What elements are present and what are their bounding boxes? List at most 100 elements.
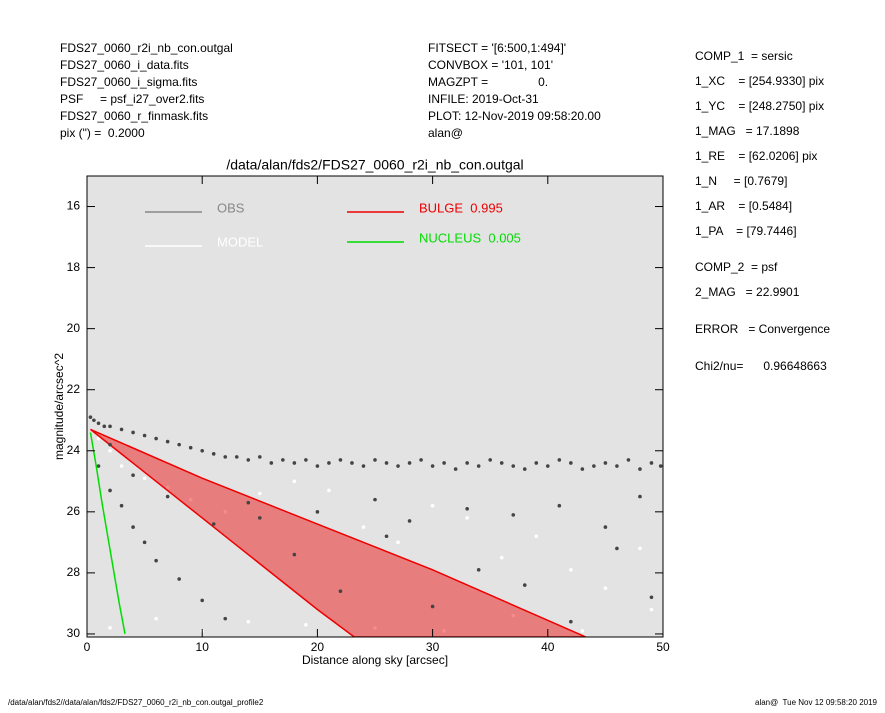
footer-left: /data/alan/fds2//data/alan/fds2/FDS27_00… (8, 698, 264, 707)
y-tick-label: 24 (67, 443, 81, 457)
data-point (569, 568, 573, 572)
data-point (384, 461, 389, 465)
data-point (223, 455, 228, 459)
data-point (373, 626, 377, 630)
data-point (200, 448, 204, 453)
data-point (119, 464, 124, 468)
data-point (327, 461, 331, 465)
data-point (211, 452, 216, 456)
header-line: FITSECT = '[6:500,1:494]' (428, 41, 566, 55)
data-point (430, 503, 435, 508)
data-point (292, 461, 297, 465)
header-line: FDS27_0060_r2i_nb_con.outgal (60, 41, 233, 55)
data-point (338, 458, 343, 462)
data-point (315, 464, 320, 468)
data-point (96, 421, 101, 426)
data-point (108, 448, 112, 453)
data-point (338, 589, 343, 594)
chart-title: /data/alan/fds2/FDS27_0060_r2i_nb_con.ou… (226, 157, 523, 173)
data-point (407, 519, 412, 523)
data-point (361, 525, 366, 529)
data-point (384, 534, 389, 539)
fit-parameter: 1_RE = [62.0206] pix (695, 149, 817, 163)
data-point (154, 558, 158, 563)
data-point (92, 418, 96, 423)
data-point (131, 525, 135, 529)
data-point (396, 464, 400, 468)
data-point (292, 552, 297, 557)
y-tick-label: 28 (67, 565, 81, 579)
data-point (603, 461, 608, 465)
data-point (88, 415, 93, 419)
data-point (419, 458, 423, 462)
data-point (476, 568, 481, 572)
data-point (499, 461, 504, 465)
fit-parameter: 2_MAG = 22.9901 (695, 285, 800, 299)
data-point (465, 506, 469, 511)
data-point (154, 436, 158, 441)
data-point (119, 503, 124, 508)
header-line: PSF = psf_i27_over2.fits (60, 92, 204, 106)
data-point (430, 464, 435, 468)
fit-parameter: 1_AR = [0.5484] (695, 199, 792, 213)
data-point (142, 476, 147, 481)
data-point (96, 436, 101, 441)
header-line: FDS27_0060_r_finmask.fits (60, 109, 208, 123)
data-point (522, 467, 527, 471)
data-point (108, 424, 112, 429)
x-axis-label: Distance along sky [arcsec] (302, 653, 448, 667)
y-tick-label: 26 (67, 504, 81, 518)
data-point (154, 616, 158, 621)
legend-label: OBS (217, 200, 245, 215)
data-point (315, 510, 320, 514)
x-tick-label: 30 (426, 640, 440, 654)
data-point (304, 458, 308, 462)
data-point (522, 583, 527, 587)
data-point (658, 464, 663, 468)
data-point (304, 622, 308, 627)
data-point (258, 516, 262, 520)
header-line: MAGZPT = 0. (428, 75, 548, 89)
data-point (569, 619, 573, 624)
data-point (131, 430, 135, 435)
data-point (546, 464, 550, 468)
data-point (626, 458, 631, 462)
header-line: CONVBOX = '101, 101' (428, 58, 553, 72)
data-point (350, 461, 354, 465)
data-point (165, 494, 170, 499)
data-point (108, 626, 112, 630)
legend-label: MODEL (217, 234, 263, 249)
data-point (246, 619, 251, 624)
data-point (327, 488, 331, 493)
data-point (246, 500, 251, 505)
data-point (96, 464, 101, 468)
data-point (649, 595, 654, 600)
x-tick-label: 10 (196, 640, 210, 654)
y-axis-label: magnitude/arcsec^2 (52, 353, 66, 460)
y-tick-label: 20 (67, 321, 81, 335)
data-point (373, 458, 377, 462)
plot-frame (86, 175, 664, 638)
data-point (638, 494, 642, 499)
data-point (499, 555, 504, 560)
data-point (165, 439, 170, 444)
data-point (638, 546, 642, 551)
fit-parameter: 1_PA = [79.7446] (695, 224, 797, 238)
data-point (292, 479, 297, 484)
x-tick-label: 40 (541, 640, 555, 654)
data-point (442, 629, 446, 633)
y-tick-label: 30 (67, 626, 81, 640)
x-tick-label: 20 (311, 640, 325, 654)
fit-parameter: COMP_2 = psf (695, 260, 778, 274)
data-point (200, 598, 204, 603)
data-point (269, 461, 274, 465)
data-point (258, 491, 262, 496)
data-point (534, 461, 539, 465)
data-point (108, 488, 112, 493)
data-point (108, 442, 112, 447)
y-tick-label: 18 (67, 260, 81, 274)
x-tick-label: 0 (84, 640, 91, 654)
header-line: FDS27_0060_i_data.fits (60, 58, 189, 72)
data-point (119, 427, 124, 432)
